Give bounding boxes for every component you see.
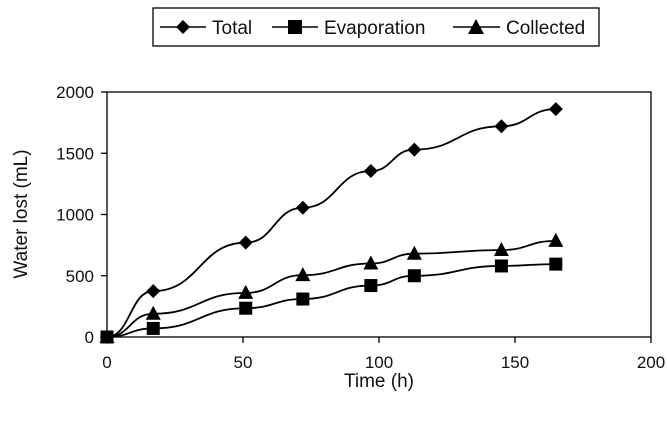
- y-tick-label: 500: [66, 267, 94, 286]
- data-point-collected: [238, 284, 254, 299]
- data-point-evaporation: [549, 257, 563, 271]
- data-point-collected: [548, 232, 564, 247]
- data-point-evaporation: [364, 279, 378, 293]
- series-collected: [99, 232, 564, 343]
- x-axis: 0 50 100 150 200: [102, 337, 665, 372]
- data-point-evaporation: [146, 321, 160, 335]
- legend-item-collected: Collected: [453, 18, 585, 39]
- data-point-collected: [363, 255, 379, 270]
- legend-marker-evaporation: [288, 20, 302, 34]
- series-evaporation: [100, 257, 563, 344]
- series-layer: [99, 102, 564, 344]
- legend: Total Evaporation Collected: [152, 7, 600, 47]
- data-point-total: [407, 142, 422, 157]
- data-point-collected: [145, 305, 161, 320]
- y-tick-label: 1000: [56, 206, 94, 225]
- legend-item-total: Total: [160, 18, 252, 39]
- data-point-total: [494, 119, 509, 134]
- data-point-total: [363, 164, 378, 179]
- data-point-evaporation: [296, 292, 310, 306]
- data-point-total: [548, 102, 563, 117]
- data-point-total: [146, 284, 161, 299]
- x-tick-label: 100: [365, 353, 393, 372]
- x-tick-label: 50: [234, 353, 253, 372]
- series-line-total: [106, 108, 556, 338]
- y-tick-label: 0: [85, 328, 94, 347]
- data-point-total: [295, 200, 310, 215]
- x-axis-title: Time (h): [344, 371, 414, 392]
- plot-area: [106, 91, 652, 338]
- data-point-collected: [295, 267, 311, 282]
- x-tick-label: 150: [501, 353, 529, 372]
- legend-label-total: Total: [212, 18, 252, 39]
- y-tick-label: 1500: [56, 144, 94, 163]
- data-point-collected: [99, 329, 115, 343]
- legend-box: [152, 7, 600, 47]
- data-point-evaporation: [239, 301, 253, 315]
- x-tick-label: 0: [102, 353, 111, 372]
- legend-label-collected: Collected: [506, 18, 585, 39]
- series-line-collected: [106, 239, 556, 338]
- data-point-total: [238, 235, 253, 250]
- data-point-collected: [493, 242, 509, 257]
- legend-marker-collected: [468, 19, 484, 34]
- legend-marker-total: [176, 20, 190, 34]
- legend-item-evaporation: Evaporation: [272, 18, 425, 39]
- data-point-evaporation: [407, 269, 421, 283]
- y-axis: 0 500 1000 1500 2000: [56, 83, 107, 347]
- legend-label-evaporation: Evaporation: [324, 18, 425, 39]
- y-axis-title: Water lost (mL): [11, 149, 32, 278]
- data-point-evaporation: [494, 259, 508, 273]
- x-tick-label: 200: [637, 353, 665, 372]
- data-point-collected: [406, 245, 422, 260]
- series-line-evaporation: [106, 263, 556, 338]
- y-tick-label: 2000: [56, 83, 94, 102]
